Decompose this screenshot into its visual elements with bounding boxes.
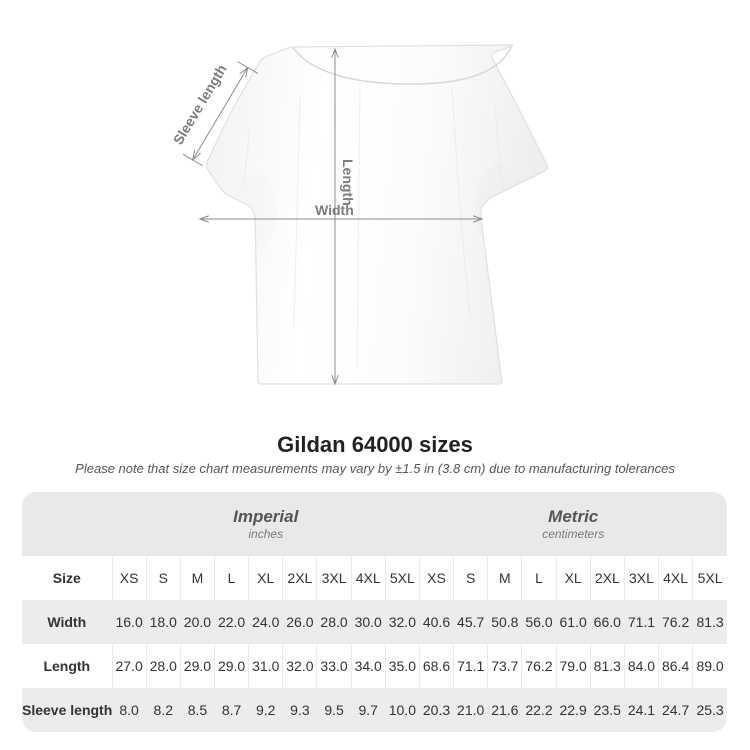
svg-text:Gildan 64000 sizes: Gildan 64000 sizes: [277, 432, 473, 457]
svg-text:Length: Length: [340, 159, 356, 206]
svg-text:Width: Width: [315, 202, 354, 218]
svg-text:Please note that size chart me: Please note that size chart measurements…: [75, 461, 675, 476]
